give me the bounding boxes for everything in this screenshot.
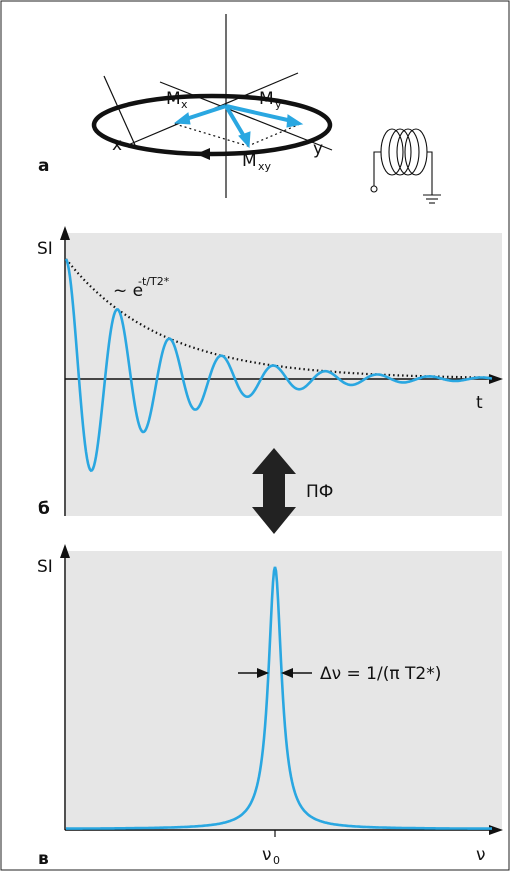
precession-ring [91,93,333,157]
rotation-arrow-icon [196,148,210,160]
panel-c-letter: в [38,849,49,869]
my-label-sub: y [275,98,282,111]
fourier-transform-arrow: ПФ [252,448,333,534]
y-axis-label: y [313,139,323,159]
panel-c-y-arrow-icon [60,544,70,558]
width-arrow-left-icon [257,668,269,678]
fourier-transform-label: ПФ [306,482,333,502]
mxy-arrowhead-icon [238,131,251,149]
magnetization-vectors [173,104,304,149]
panel-c-x-arrow-icon [489,825,503,835]
fid-signal [64,258,493,473]
mx-label: M [166,89,181,109]
decay-envelope [65,258,492,379]
panel-b-x-label: t [476,393,483,413]
mx-arrowhead-icon [173,112,191,125]
panel-c-y-label: SI [37,557,53,577]
my-arrowhead-icon [286,114,304,128]
width-arrow-right-icon [281,668,293,678]
panel-b-y-arrow-icon [60,226,70,240]
lorentzian-spectrum [66,566,492,830]
panel-b-x-arrow-icon [489,374,503,384]
my-vector [225,104,293,123]
linewidth-formula: Δν = 1/(π T2*) [320,664,441,684]
peak-frequency-label: ν [262,845,272,865]
axis-line-1 [103,75,136,146]
receiver-coil-icon [370,128,441,204]
double-arrow-icon [252,448,296,534]
panel-b-letter: б [38,499,50,519]
mxy-vector [224,104,247,140]
peak-frequency-sub: 0 [273,854,280,867]
mx-vector [182,104,227,122]
panel-c-x-label: ν [476,845,486,865]
axis-line-2 [159,81,333,151]
panel-a-letter: а [38,156,49,176]
panel-a: M x M y M xy x y а [38,14,441,204]
mx-label-sub: x [181,98,188,111]
panel-c: SI ν ν 0 Δν = 1/(π T2*) в [37,544,503,869]
mxy-label: M [242,151,257,171]
envelope-exponent: -t/T2* [138,275,170,288]
envelope-label: ~ e [113,281,143,301]
mxy-label-sub: xy [258,160,272,173]
my-label: M [259,89,274,109]
x-axis-label: x [112,135,122,155]
panel-b-y-label: SI [37,239,53,259]
